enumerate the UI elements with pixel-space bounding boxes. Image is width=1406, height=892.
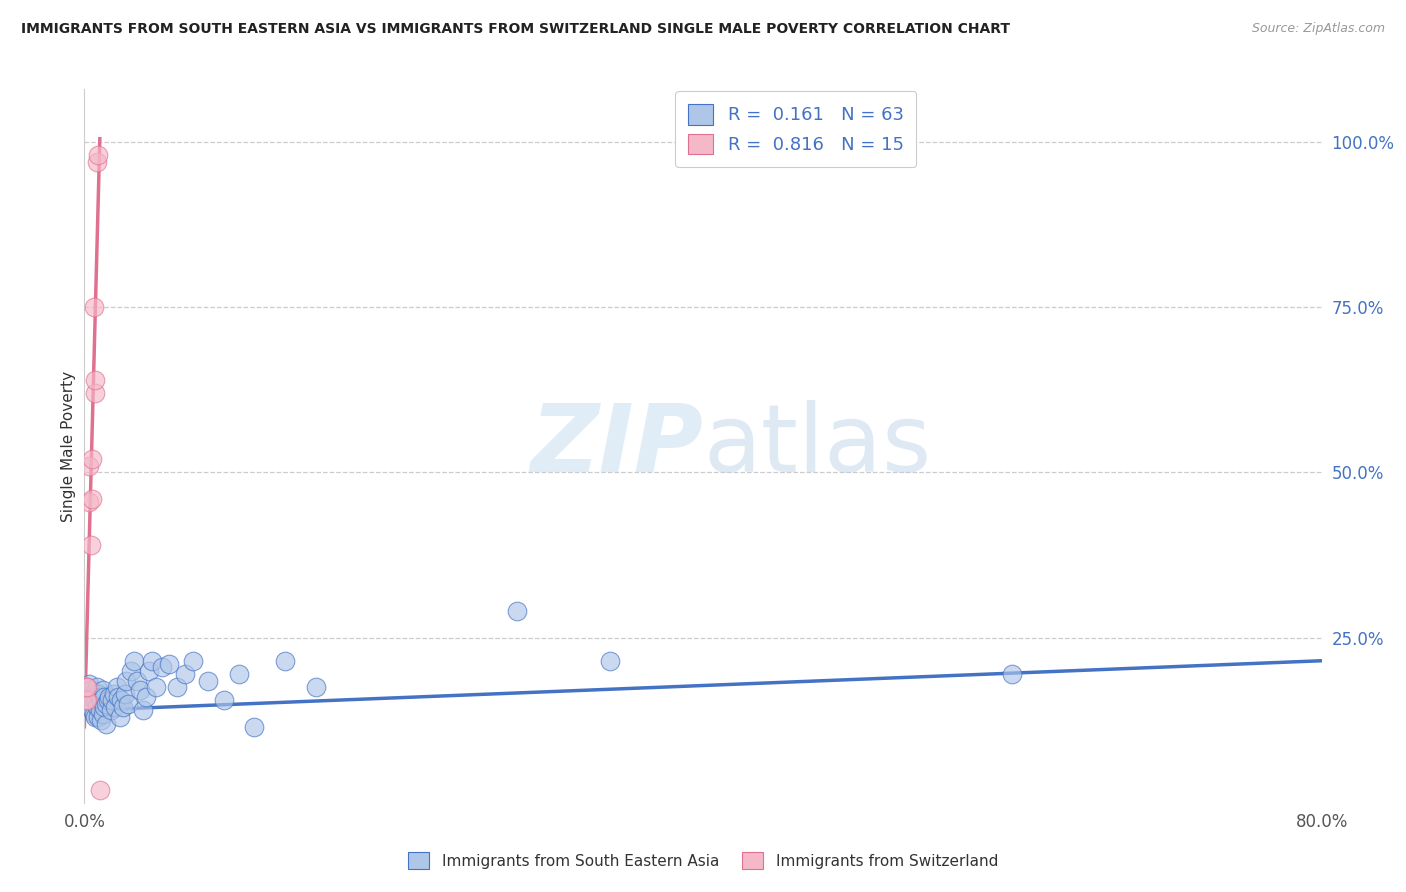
Point [114, 687, 136, 701]
Y-axis label: Single Male Poverty: Single Male Poverty [60, 370, 76, 522]
Point [77, 677, 100, 691]
Point [105, 680, 128, 694]
Point [89, 782, 111, 797]
Point [107, 690, 129, 704]
Text: IMMIGRANTS FROM SOUTH EASTERN ASIA VS IMMIGRANTS FROM SWITZERLAND SINGLE MALE PO: IMMIGRANTS FROM SOUTH EASTERN ASIA VS IM… [21, 22, 1010, 37]
Point [132, 703, 155, 717]
Point [84, 373, 107, 387]
Point [89, 690, 111, 704]
Point [76, 690, 98, 704]
Point [87, 710, 110, 724]
Point [115, 673, 138, 688]
Point [77, 495, 100, 509]
Legend: Immigrants from South Eastern Asia, Immigrants from Switzerland: Immigrants from South Eastern Asia, Immi… [402, 846, 1004, 875]
Point [101, 693, 124, 707]
Text: atlas: atlas [703, 400, 931, 492]
Point [138, 664, 160, 678]
Point [108, 710, 131, 724]
Point [125, 673, 148, 688]
Point [305, 680, 328, 694]
Point [110, 693, 132, 707]
Point [93, 690, 115, 704]
Point [87, 687, 110, 701]
Point [94, 697, 117, 711]
Point [90, 693, 112, 707]
Point [104, 700, 127, 714]
Point [76, 680, 98, 694]
Point [166, 680, 188, 694]
Point [90, 713, 112, 727]
Point [98, 690, 121, 704]
Point [87, 148, 110, 162]
Point [86, 680, 108, 694]
Point [112, 700, 135, 714]
Legend: R =  0.161   N = 63, R =  0.816   N = 15: R = 0.161 N = 63, R = 0.816 N = 15 [675, 91, 917, 167]
Text: ZIP: ZIP [530, 400, 703, 492]
Point [76, 693, 98, 707]
Point [82, 703, 104, 717]
Point [84, 710, 107, 724]
Point [159, 657, 181, 671]
Point [1001, 667, 1024, 681]
Point [79, 683, 101, 698]
Point [243, 720, 266, 734]
Point [103, 687, 125, 701]
Point [79, 538, 101, 552]
Point [77, 458, 100, 473]
Point [228, 667, 250, 681]
Text: Source: ZipAtlas.com: Source: ZipAtlas.com [1251, 22, 1385, 36]
Point [75, 680, 97, 694]
Point [83, 687, 105, 701]
Point [141, 654, 163, 668]
Point [84, 693, 107, 707]
Point [274, 654, 297, 668]
Point [82, 452, 104, 467]
Point [79, 700, 101, 714]
Point [129, 683, 152, 698]
Point [135, 690, 157, 704]
Point [84, 386, 107, 401]
Point [75, 680, 97, 694]
Point [122, 654, 145, 668]
Point [145, 680, 167, 694]
Point [86, 154, 108, 169]
Point [93, 700, 115, 714]
Point [120, 664, 142, 678]
Point [117, 697, 139, 711]
Point [197, 673, 219, 688]
Point [599, 654, 621, 668]
Point [83, 706, 105, 721]
Point [75, 693, 97, 707]
Point [77, 697, 100, 711]
Point [91, 683, 114, 698]
Point [83, 300, 105, 314]
Point [150, 660, 173, 674]
Point [94, 716, 117, 731]
Point [89, 703, 111, 717]
Point [91, 706, 114, 721]
Point [100, 703, 122, 717]
Point [82, 491, 104, 506]
Point [506, 604, 529, 618]
Point [86, 700, 108, 714]
Point [181, 654, 204, 668]
Point [82, 690, 104, 704]
Point [212, 693, 235, 707]
Point [97, 693, 120, 707]
Point [174, 667, 197, 681]
